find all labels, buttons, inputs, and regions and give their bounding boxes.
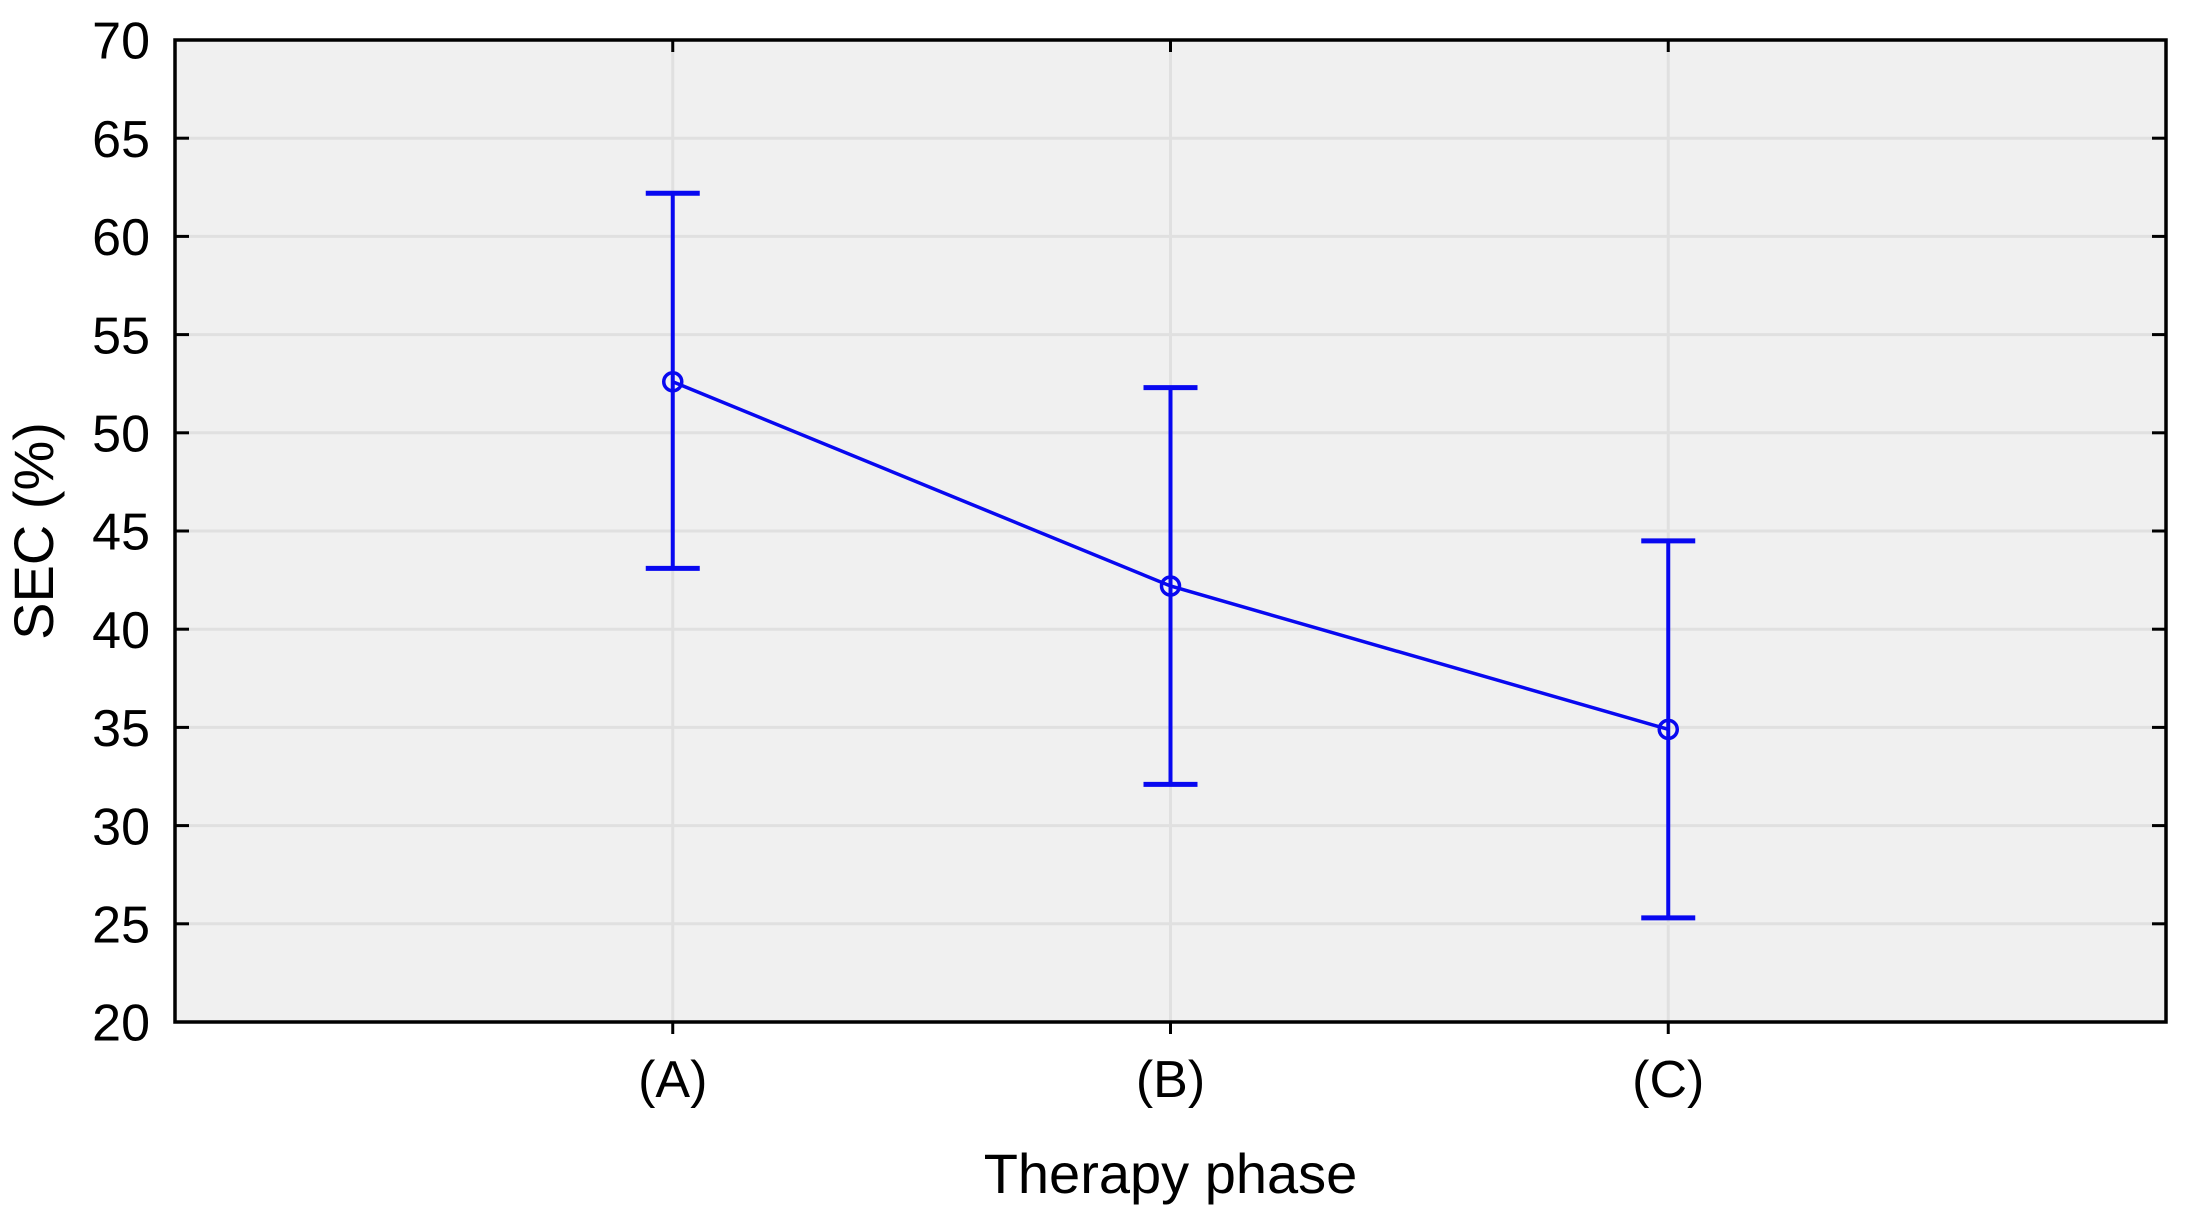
y-tick-label: 30 [92, 798, 150, 856]
y-tick-label: 70 [92, 13, 150, 71]
y-tick-label: 45 [92, 504, 150, 562]
data-point-marker [1159, 575, 1182, 597]
y-axis-title: SEC (%) [2, 422, 65, 640]
x-category-label: (A) [638, 1051, 707, 1109]
y-tick-label: 65 [92, 111, 150, 169]
data-point-marker [1657, 718, 1679, 741]
y-tick-label: 35 [92, 700, 150, 758]
x-category-label: (C) [1632, 1051, 1704, 1109]
data-point-marker [662, 370, 684, 393]
series-line [672, 380, 1669, 732]
y-tick-label: 40 [92, 602, 150, 660]
y-tick-label: 25 [92, 897, 150, 955]
y-tick-label: 50 [92, 406, 150, 464]
y-tick-label: 20 [92, 995, 150, 1053]
x-axis-title: Therapy phase [983, 1142, 1358, 1205]
y-tick-label: 55 [92, 307, 150, 365]
x-category-label: (B) [1136, 1051, 1205, 1109]
y-tick-label: 60 [92, 209, 150, 267]
